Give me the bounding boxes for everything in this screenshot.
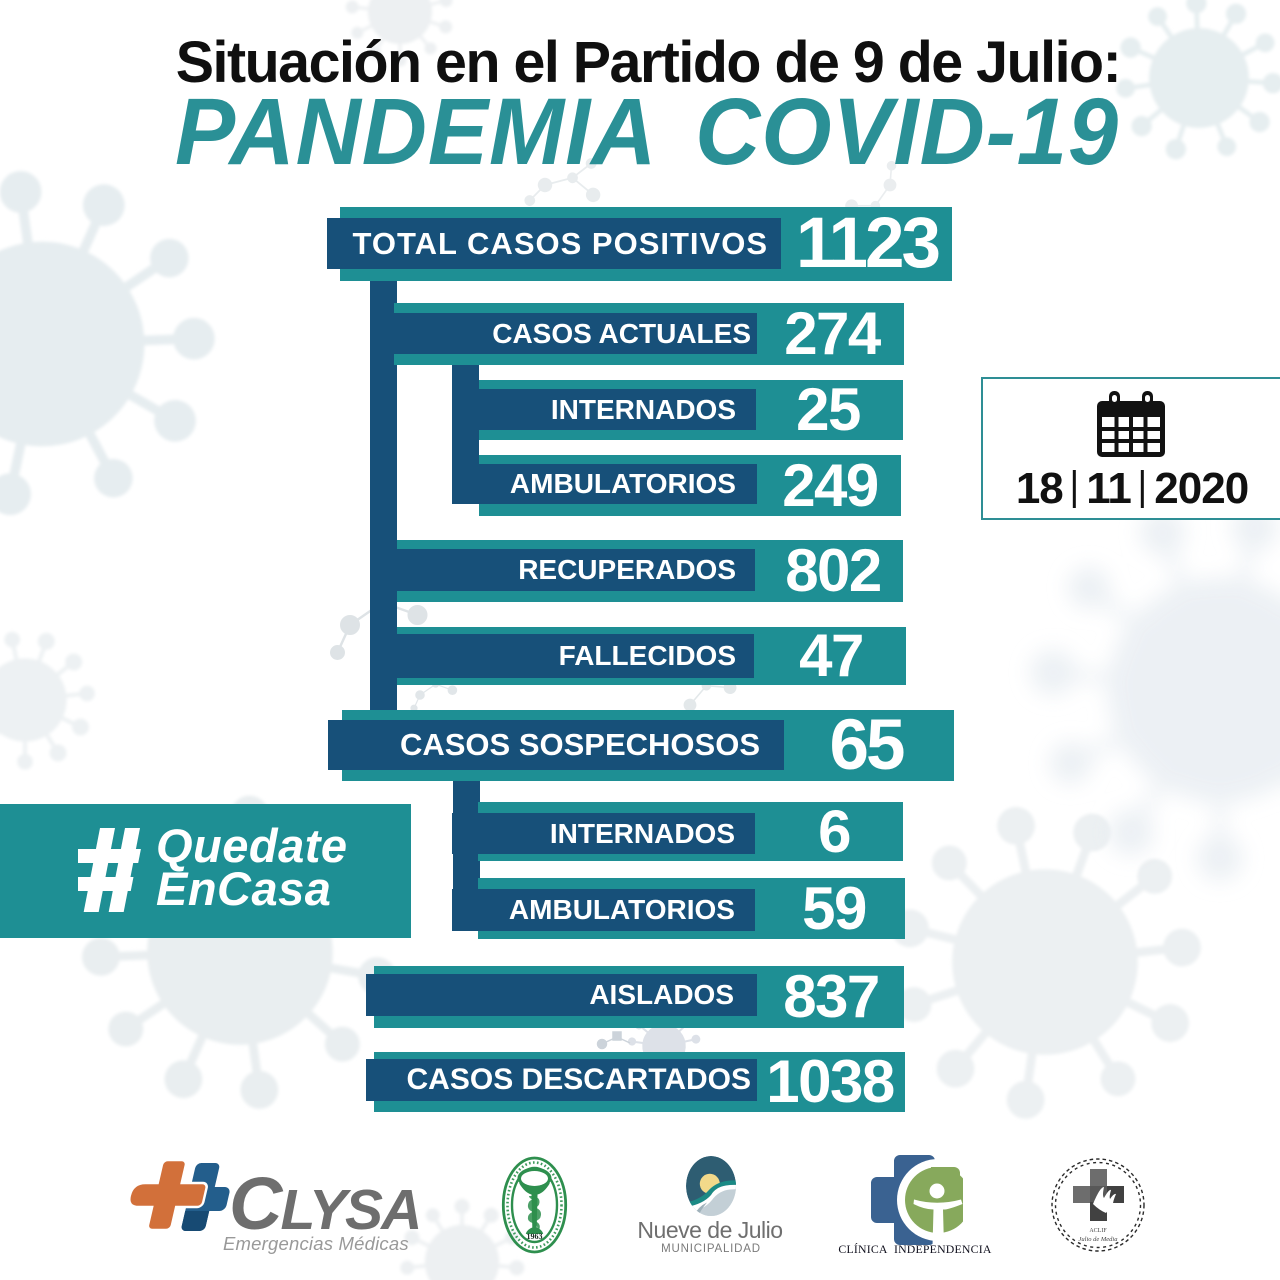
- svg-text:ACLIF: ACLIF: [1089, 1228, 1107, 1234]
- svg-text:Julio de Media: Julio de Media: [1079, 1236, 1118, 1243]
- svg-text:1963: 1963: [527, 1232, 543, 1241]
